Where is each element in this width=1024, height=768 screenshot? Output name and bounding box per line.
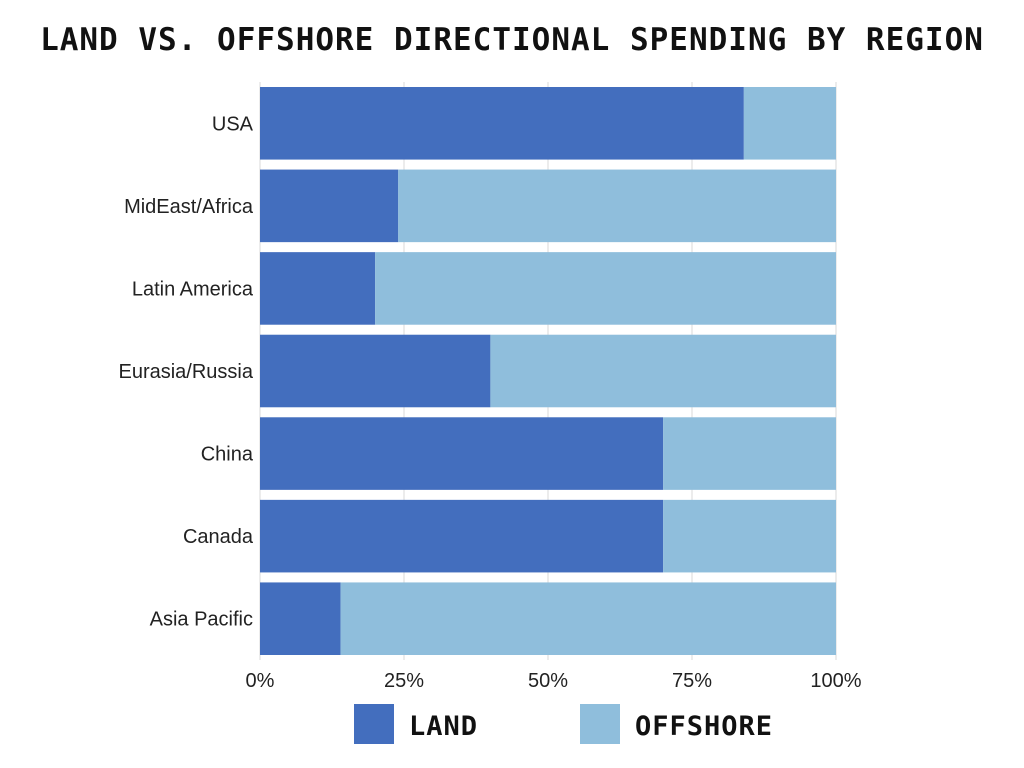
bars — [260, 87, 836, 655]
category-label: Eurasia/Russia — [118, 361, 253, 383]
legend-label-offshore: OFFSHORE — [635, 711, 773, 742]
category-label: China — [201, 444, 254, 466]
legend-swatch-offshore — [580, 704, 620, 744]
category-label: Canada — [183, 526, 254, 548]
bar-offshore-china — [663, 417, 836, 490]
x-tick-label: 50% — [528, 670, 568, 692]
legend-swatch-land — [354, 704, 394, 744]
bar-offshore-asia-pacific — [340, 582, 836, 655]
legend: LAND OFFSHORE — [354, 704, 773, 744]
bar-land-china — [260, 417, 664, 490]
bar-offshore-mideast-africa — [398, 169, 836, 243]
bar-offshore-usa — [743, 87, 836, 160]
bar-offshore-latin-america — [375, 252, 836, 325]
bar-land-asia-pacific — [260, 582, 341, 655]
bar-land-latin-america — [260, 252, 376, 325]
bar-land-canada — [260, 499, 664, 573]
x-tick-label: 75% — [672, 670, 712, 692]
category-label: MidEast/Africa — [124, 196, 254, 218]
bar-land-usa — [260, 87, 744, 160]
chart-title: Land vs. Offshore Directional Spending b… — [40, 22, 984, 58]
x-tick-label: 0% — [246, 670, 275, 692]
category-label: Latin America — [132, 278, 254, 300]
bar-offshore-canada — [663, 499, 836, 573]
x-tick-label: 100% — [810, 670, 861, 692]
category-label: Asia Pacific — [150, 609, 253, 631]
x-tick-label: 25% — [384, 670, 424, 692]
bar-land-eurasia-russia — [260, 334, 491, 408]
legend-label-land: LAND — [409, 711, 478, 742]
x-axis-tick-labels: 0% 25% 50% 75% 100% — [246, 670, 862, 692]
category-label: USA — [212, 113, 254, 135]
category-labels: USA MidEast/Africa Latin America Eurasia/Ru… — [118, 113, 253, 630]
bar-land-mideast-africa — [260, 169, 399, 243]
bar-offshore-eurasia-russia — [490, 334, 836, 408]
